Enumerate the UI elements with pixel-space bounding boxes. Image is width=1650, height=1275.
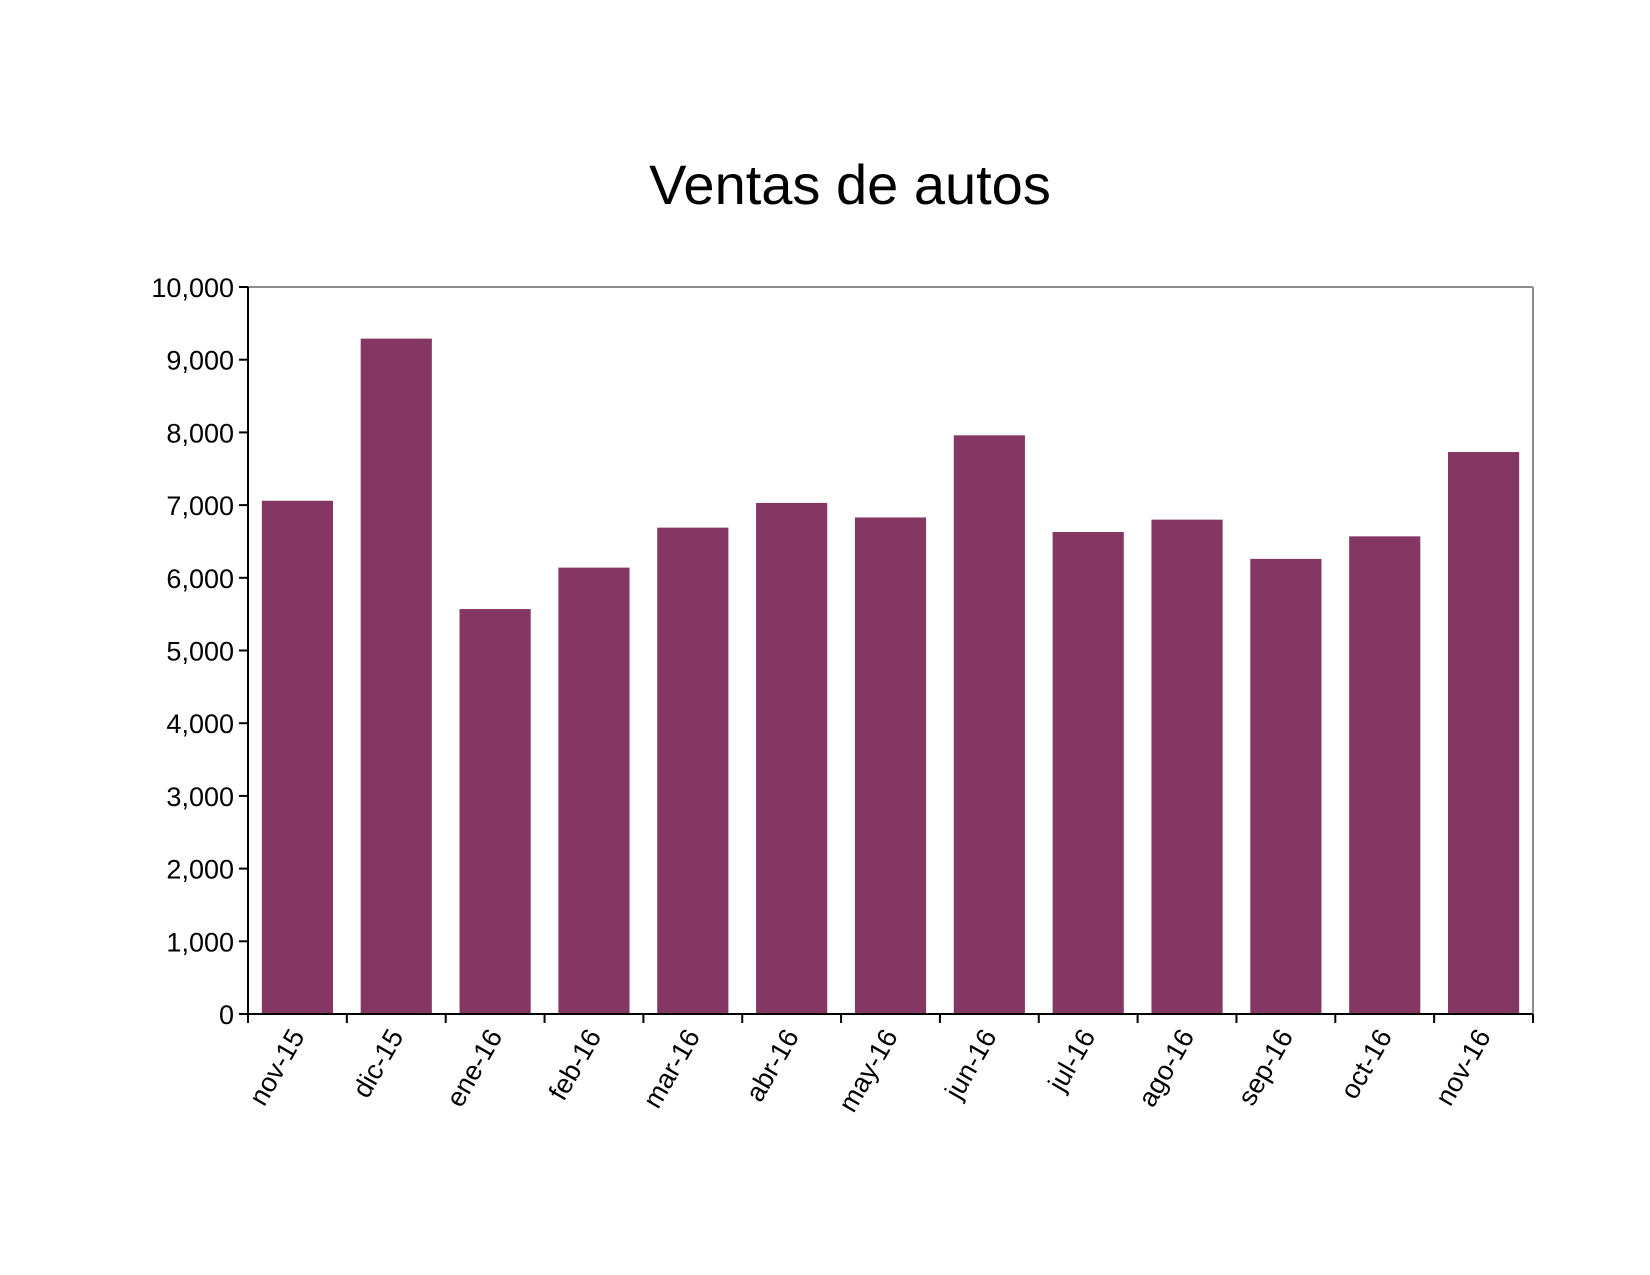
x-tick-label: dic-15	[347, 1024, 410, 1103]
x-tick-label: jun-16	[939, 1024, 1003, 1105]
y-tick-label: 6,000	[166, 564, 234, 594]
bar-nov-16	[1447, 452, 1520, 1014]
x-tick-label: nov-16	[1430, 1024, 1497, 1111]
y-tick-label: 1,000	[166, 927, 234, 957]
x-tick-label: mar-16	[637, 1024, 706, 1113]
y-tick-label: 0	[219, 1000, 234, 1030]
bars-layer	[261, 338, 1520, 1015]
y-tick-label: 2,000	[166, 855, 234, 885]
x-tick-label: abr-16	[740, 1024, 805, 1107]
bar-oct-16	[1349, 536, 1421, 1014]
x-tick-label: ene-16	[440, 1024, 508, 1112]
chart-title: Ventas de autos	[649, 153, 1051, 216]
y-tick-label: 3,000	[166, 782, 234, 812]
x-tick-label: oct-16	[1334, 1024, 1398, 1104]
bar-dic-15	[360, 338, 432, 1014]
y-tick-label: 7,000	[166, 491, 234, 521]
x-tick-label: jul-16	[1042, 1024, 1102, 1097]
bar-nov-15	[261, 500, 334, 1014]
bar-abr-16	[756, 502, 828, 1014]
bar-ene-16	[459, 609, 531, 1014]
bar-ago-16	[1151, 519, 1223, 1014]
y-tick-label: 8,000	[166, 418, 234, 448]
y-tick-label: 4,000	[166, 709, 234, 739]
x-tick-label: sep-16	[1232, 1024, 1299, 1111]
bar-sep-16	[1250, 558, 1322, 1014]
y-tick-label: 5,000	[166, 637, 234, 667]
x-tick-label: may-16	[833, 1024, 904, 1117]
x-tick-label: ago-16	[1132, 1024, 1200, 1112]
y-tick-label: 9,000	[166, 346, 234, 376]
bar-may-16	[854, 517, 927, 1014]
x-tick-label: nov-15	[243, 1024, 310, 1111]
bar-mar-16	[657, 527, 729, 1014]
x-axis-ticks: nov-15 dic-15 ene-16 feb-16 mar-16 abr-16 may-…	[243, 1014, 1534, 1117]
x-tick-label: feb-16	[543, 1024, 607, 1105]
y-tick-label: 10,000	[151, 273, 234, 303]
y-axis-ticks: 0 1,000 2,000 3,000 4,000 5,000 6,000 7,000 8,00…	[151, 273, 248, 1030]
bar-jun-16	[953, 435, 1025, 1015]
bar-jul-16	[1052, 531, 1124, 1014]
bar-feb-16	[558, 567, 630, 1014]
